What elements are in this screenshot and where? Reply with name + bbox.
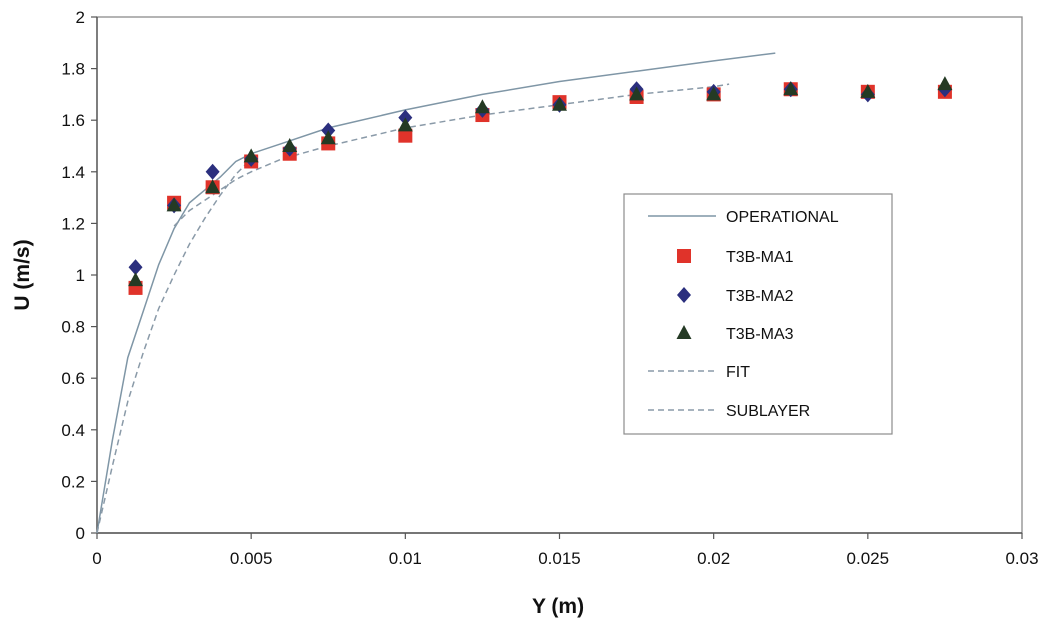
legend-label-t3b-ma2: T3B-MA2 bbox=[726, 288, 794, 305]
y-tick-label: 1.6 bbox=[61, 111, 85, 130]
x-tick-label: 0 bbox=[92, 549, 101, 568]
y-tick-label: 0.8 bbox=[61, 318, 85, 337]
legend-entry-t3b-ma2: T3B-MA2 bbox=[677, 287, 794, 305]
series-t3b-ma3 bbox=[128, 76, 953, 287]
x-tick-label: 0.02 bbox=[697, 549, 730, 568]
data-point-t3b-ma2 bbox=[128, 259, 143, 276]
series-line-operational bbox=[96, 52, 776, 534]
y-tick-label: 0.2 bbox=[61, 472, 85, 491]
x-tick-label: 0.005 bbox=[230, 549, 273, 568]
y-tick-label: 1.8 bbox=[61, 60, 85, 79]
series-layer bbox=[96, 52, 953, 534]
legend-entry-operational: OPERATIONAL bbox=[648, 209, 839, 226]
legend-entry-sublayer: SUBLAYER bbox=[648, 403, 810, 420]
series-line-fit bbox=[173, 83, 730, 227]
legend-swatch-t3b-ma1 bbox=[677, 249, 691, 263]
y-tick-label: 1.4 bbox=[61, 163, 85, 182]
data-point-t3b-ma3 bbox=[629, 86, 645, 101]
y-tick-label: 1 bbox=[76, 266, 85, 285]
data-point-t3b-ma3 bbox=[474, 99, 490, 114]
data-point-t3b-ma1 bbox=[398, 128, 413, 143]
data-point-t3b-ma2 bbox=[205, 163, 220, 180]
legend-label-sublayer: SUBLAYER bbox=[726, 403, 810, 420]
data-point-t3b-ma3 bbox=[937, 76, 953, 91]
series-fit bbox=[173, 83, 730, 227]
data-point-t3b-ma3 bbox=[320, 130, 336, 145]
y-tick-label: 1.2 bbox=[61, 214, 85, 233]
data-point-t3b-ma3 bbox=[860, 83, 876, 98]
data-point-t3b-ma3 bbox=[552, 96, 567, 111]
data-point-t3b-ma3 bbox=[243, 148, 259, 163]
legend-swatch-t3b-ma2 bbox=[677, 287, 691, 303]
x-tick-label: 0.015 bbox=[538, 549, 581, 568]
y-tick-label: 2 bbox=[76, 8, 85, 27]
legend-entry-t3b-ma1: T3B-MA1 bbox=[677, 249, 794, 266]
series-sublayer bbox=[96, 158, 252, 534]
legend-label-operational: OPERATIONAL bbox=[726, 209, 839, 226]
y-tick-label: 0 bbox=[76, 524, 85, 543]
data-point-t3b-ma3 bbox=[205, 179, 221, 194]
y-axis-title: U (m/s) bbox=[11, 239, 34, 310]
data-point-t3b-ma3 bbox=[282, 138, 298, 152]
series-line-sublayer bbox=[96, 158, 252, 534]
x-tick-label: 0.03 bbox=[1005, 549, 1038, 568]
data-point-t3b-ma3 bbox=[783, 81, 799, 96]
legend-label-t3b-ma1: T3B-MA1 bbox=[726, 249, 794, 266]
legend: OPERATIONAL T3B-MA1 T3B-MA2 T3B-MA3 FIT SUBLA… bbox=[623, 193, 893, 435]
data-point-t3b-ma3 bbox=[166, 197, 182, 212]
y-tick-label: 0.6 bbox=[61, 369, 85, 388]
axes-layer: 0 0.005 0.01 0.015 0.02 0.025 0.03 0 0.2 0.4 0.6 0.… bbox=[61, 8, 1038, 568]
x-tick-label: 0.01 bbox=[389, 549, 422, 568]
legend-label-t3b-ma3: T3B-MA3 bbox=[726, 326, 794, 343]
legend-entry-t3b-ma3: T3B-MA3 bbox=[676, 325, 794, 343]
legend-swatch-t3b-ma3 bbox=[676, 325, 692, 339]
data-point-t3b-ma3 bbox=[706, 86, 722, 101]
legend-label-fit: FIT bbox=[726, 364, 750, 381]
series-operational bbox=[96, 52, 776, 534]
legend-entry-fit: FIT bbox=[648, 364, 750, 381]
legend-box bbox=[623, 193, 893, 435]
data-point-t3b-ma3 bbox=[128, 272, 144, 287]
x-tick-label: 0.025 bbox=[847, 549, 890, 568]
x-axis-title: Y (m) bbox=[532, 595, 584, 618]
data-point-t3b-ma3 bbox=[397, 117, 413, 132]
y-tick-label: 0.4 bbox=[61, 421, 85, 440]
